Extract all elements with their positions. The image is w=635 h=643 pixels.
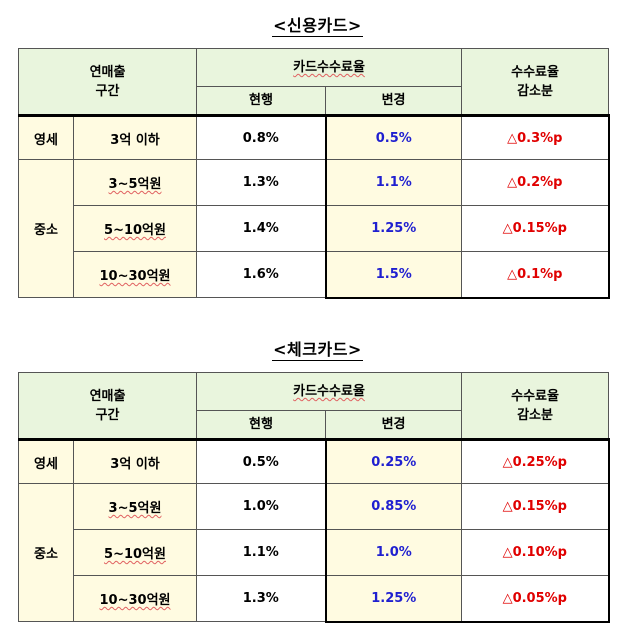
changed-rate-cell: 0.5% [324, 114, 463, 160]
decrease-cell: △0.05%p [461, 575, 610, 623]
revenue-range-header: 연매출 구간 [17, 372, 198, 440]
changed-rate-cell: 0.25% [324, 438, 463, 484]
decrease-cell: △0.15%p [461, 205, 610, 252]
table-title-credit: <신용카드> [272, 16, 363, 37]
range-cell: 3~5억원 [72, 483, 198, 530]
current-rate-cell: 1.4% [196, 205, 327, 252]
credit-card-fee-table: 연매출 구간 카드수수료율 수수료율 감소분 현행 변경 영세 3억 이하 0.… [17, 48, 610, 299]
current-rate-cell: 1.1% [196, 529, 327, 576]
decrease-header: 수수료율 감소분 [461, 372, 610, 440]
current-rate-header: 현행 [196, 86, 327, 116]
current-rate-cell: 1.3% [196, 575, 327, 622]
range-cell: 5~10억원 [72, 205, 198, 252]
range-cell: 3억 이하 [72, 114, 198, 160]
current-rate-cell: 1.0% [196, 483, 327, 530]
table-title-check: <체크카드> [272, 340, 363, 361]
current-rate-cell: 1.6% [196, 251, 327, 298]
category-cell: 영세 [18, 438, 74, 484]
range-cell: 10~30억원 [72, 251, 198, 298]
category-cell: 중소 [18, 483, 74, 622]
current-rate-cell: 1.3% [196, 159, 327, 206]
check-card-fee-table: 연매출 구간 카드수수료율 수수료율 감소분 현행 변경 영세 3억 이하 0.… [17, 372, 610, 623]
changed-rate-cell: 1.0% [324, 529, 463, 576]
decrease-header: 수수료율 감소분 [461, 48, 610, 116]
decrease-cell: △0.10%p [461, 529, 610, 576]
decrease-cell: △0.25%p [461, 438, 610, 484]
category-cell: 중소 [18, 159, 74, 298]
decrease-cell: △0.15%p [461, 483, 610, 530]
revenue-range-header: 연매출 구간 [17, 48, 198, 116]
current-rate-cell: 0.5% [196, 438, 327, 484]
fee-rate-group-header: 카드수수료율 [196, 372, 463, 411]
range-cell: 10~30억원 [72, 575, 198, 622]
range-cell: 3~5억원 [72, 159, 198, 206]
changed-rate-cell: 1.5% [324, 251, 463, 299]
decrease-cell: △0.2%p [461, 159, 610, 206]
current-rate-header: 현행 [196, 410, 327, 440]
decrease-cell: △0.3%p [461, 114, 610, 160]
changed-rate-cell: 1.25% [324, 205, 463, 252]
decrease-cell: △0.1%p [461, 251, 610, 299]
changed-rate-cell: 1.25% [324, 575, 463, 623]
range-cell: 5~10억원 [72, 529, 198, 576]
changed-rate-header: 변경 [325, 86, 463, 116]
changed-rate-cell: 0.85% [324, 483, 463, 530]
changed-rate-cell: 1.1% [324, 159, 463, 206]
range-cell: 3억 이하 [72, 438, 198, 484]
category-cell: 영세 [18, 114, 74, 160]
current-rate-cell: 0.8% [196, 114, 327, 160]
fee-rate-group-header: 카드수수료율 [196, 48, 463, 87]
changed-rate-header: 변경 [325, 410, 463, 440]
